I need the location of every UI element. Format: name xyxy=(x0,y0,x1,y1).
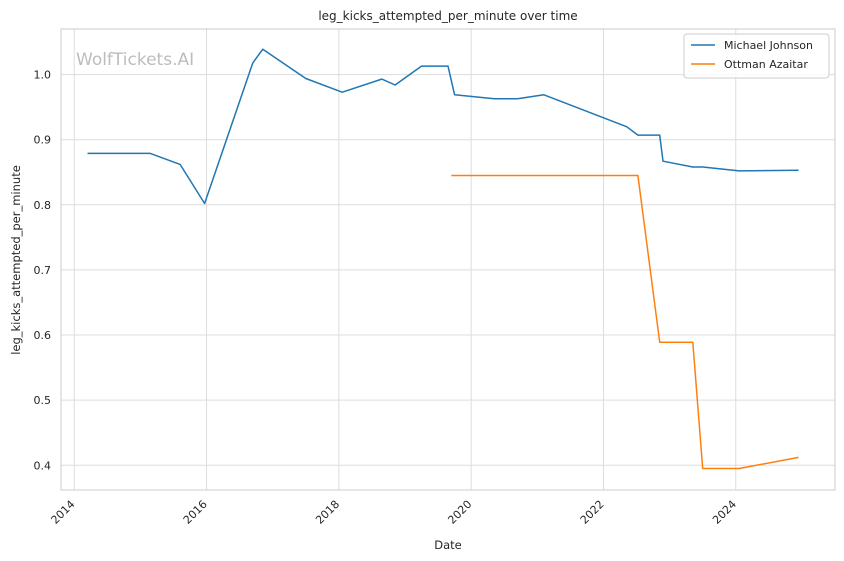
series-line-1 xyxy=(451,174,799,470)
series-layer xyxy=(87,48,799,470)
y-tick-label: 0.5 xyxy=(34,394,52,407)
legend-items: Michael Johnson Ottman Azaitar xyxy=(691,39,813,71)
y-tick-label: 0.6 xyxy=(34,329,52,342)
legend: Michael Johnson Ottman Azaitar xyxy=(683,33,830,79)
y-axis-ticks: 0.4 0.5 0.6 0.7 0.8 0.9 1.0 xyxy=(34,69,52,473)
y-tick-label: 0.9 xyxy=(34,134,52,147)
y-tick-label: 0.8 xyxy=(34,199,52,212)
legend-label-1: Ottman Azaitar xyxy=(724,58,808,71)
legend-box xyxy=(683,33,830,79)
x-axis-label: Date xyxy=(434,538,462,552)
y-tick-label: 1.0 xyxy=(34,69,52,82)
y-tick-label: 0.7 xyxy=(34,264,52,277)
y-axis-label: leg_kicks_attempted_per_minute xyxy=(9,165,23,355)
watermark: WolfTickets.AI xyxy=(76,50,194,70)
plot-frame xyxy=(60,28,836,491)
series-line-0 xyxy=(87,48,799,205)
y-tick-label: 0.4 xyxy=(34,459,52,472)
chart-title: leg_kicks_attempted_per_minute over time xyxy=(318,9,577,23)
legend-label-0: Michael Johnson xyxy=(724,39,813,52)
